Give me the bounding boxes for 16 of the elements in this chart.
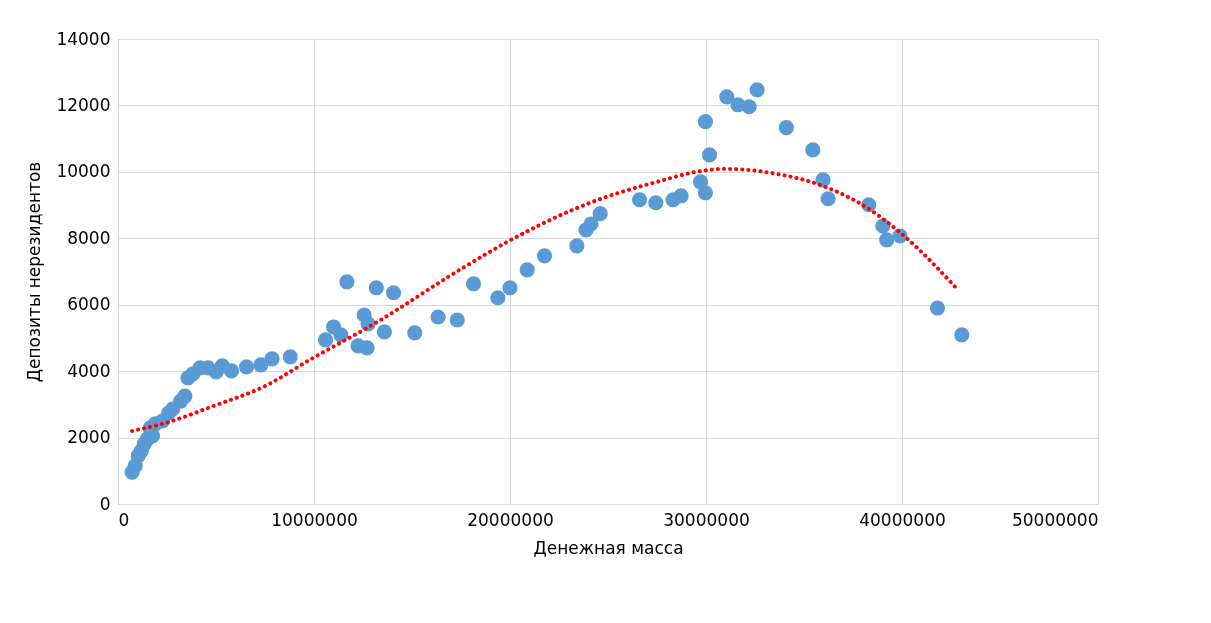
x-tick-label: 0 [118,509,130,530]
y-tick-label: 12000 [56,94,111,115]
y-tick-label: 0 [99,493,111,514]
x-tick-label: 10000000 [271,509,358,530]
y-tick-label: 2000 [67,427,111,448]
x-axis-title: Денежная масса [533,537,684,558]
y-tick-label: 4000 [67,360,111,381]
y-tick-label: 8000 [67,227,111,248]
y-axis-title: Депозиты нерезидентов [24,161,45,383]
x-tick-label: 40000000 [859,509,946,530]
x-tick-label: 20000000 [467,509,554,530]
y-tick-label: 14000 [56,28,111,49]
x-tick-label: 30000000 [663,509,750,530]
y-tick-label: 6000 [67,294,111,315]
y-tick-label: 10000 [56,161,111,182]
x-tick-label: 50000000 [1011,509,1099,530]
